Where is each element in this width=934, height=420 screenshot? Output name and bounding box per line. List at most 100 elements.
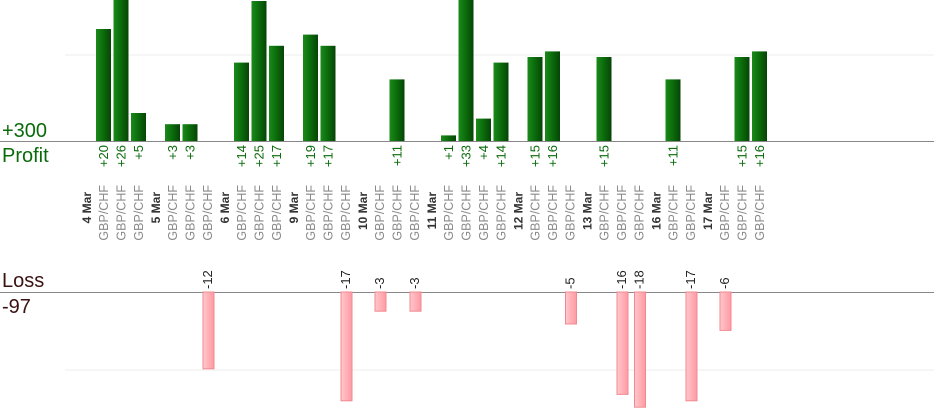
- profit-bar: [752, 51, 767, 141]
- date-label: 13 Mar: [581, 192, 595, 230]
- date-label: 9 Mar: [287, 192, 301, 224]
- profit-value-label: +11: [666, 145, 681, 166]
- profit-bar: [665, 79, 681, 141]
- date-label: 16 Mar: [650, 192, 664, 230]
- profit-value-label: +3: [183, 145, 198, 160]
- profit-bar: [458, 0, 474, 141]
- date-label: 6 Mar: [218, 192, 232, 224]
- profit-bar: [234, 62, 249, 141]
- pair-label: GBP/CHF: [201, 185, 215, 241]
- profit-value-label: +11: [390, 145, 405, 166]
- pair-label: GBP/CHF: [339, 185, 353, 241]
- pair-label: GBP/CHF: [633, 185, 647, 241]
- pair-label: GBP/CHF: [460, 185, 474, 241]
- profit-value-label: +1: [441, 145, 456, 160]
- profit-bar: [389, 79, 405, 141]
- loss-bar: [634, 291, 646, 408]
- pair-label: GBP/CHF: [184, 185, 198, 241]
- pair-label: GBP/CHF: [442, 185, 456, 241]
- profit-value-label: +17: [321, 145, 336, 167]
- profit-value-label: +26: [114, 145, 129, 167]
- pair-label: GBP/CHF: [408, 185, 422, 241]
- pair-label: GBP/CHF: [235, 185, 249, 241]
- profit-value-label: +19: [303, 145, 318, 167]
- profit-value-label: +5: [131, 145, 146, 160]
- profit-bar: [269, 45, 284, 141]
- loss-bar: [685, 291, 698, 402]
- loss-bar: [374, 291, 387, 312]
- loss-value-label: -3: [372, 277, 387, 289]
- pair-label: GBP/CHF: [253, 185, 267, 241]
- loss-bar: [202, 291, 215, 370]
- profit-bar: [441, 135, 456, 141]
- profit-bar: [182, 124, 198, 141]
- pair-label: GBP/CHF: [97, 185, 111, 241]
- profit-value-label: +14: [234, 145, 249, 167]
- profit-value-label: +33: [459, 145, 474, 167]
- pair-label: GBP/CHF: [684, 185, 698, 241]
- profit-total: +300: [2, 120, 48, 142]
- pair-label: GBP/CHF: [115, 185, 129, 241]
- date-label: 17 Mar: [701, 192, 715, 230]
- pair-label: GBP/CHF: [598, 185, 612, 241]
- profit-value-label: +15: [528, 145, 543, 167]
- date-label: 5 Mar: [149, 192, 163, 224]
- pair-label: GBP/CHF: [667, 185, 681, 241]
- pair-label: GBP/CHF: [166, 185, 180, 241]
- date-label: 12 Mar: [512, 192, 526, 230]
- loss-bar: [409, 291, 422, 312]
- pair-label: GBP/CHF: [477, 185, 491, 241]
- profit-value-label: +4: [476, 145, 491, 160]
- loss-value-label: -6: [717, 277, 732, 289]
- pair-label: GBP/CHF: [495, 185, 509, 241]
- pair-label: GBP/CHF: [615, 185, 629, 241]
- profit-bar: [476, 118, 491, 141]
- profit-bar: [165, 124, 180, 141]
- profit-value-label: +15: [735, 145, 750, 167]
- profit-value-label: +25: [252, 145, 267, 167]
- pair-label: GBP/CHF: [718, 185, 732, 241]
- pair-label: GBP/CHF: [564, 185, 578, 241]
- profit-bar: [251, 1, 267, 141]
- profit-bar: [734, 57, 750, 141]
- pair-label: GBP/CHF: [373, 185, 387, 241]
- profit-value-label: +16: [545, 145, 560, 167]
- pair-label: GBP/CHF: [546, 185, 560, 241]
- profit-bar: [545, 51, 560, 141]
- profit-value-label: +16: [752, 145, 767, 167]
- pair-label: GBP/CHF: [304, 185, 318, 241]
- loss-bar: [340, 291, 353, 402]
- loss-bar: [616, 291, 629, 395]
- loss-value-label: -17: [338, 270, 353, 289]
- date-label: 4 Mar: [80, 192, 94, 224]
- profit-bar: [527, 57, 543, 141]
- loss-total: -97: [2, 296, 31, 318]
- profit-bar: [303, 34, 318, 141]
- loss-label: Loss: [2, 270, 45, 292]
- pair-label: GBP/CHF: [736, 185, 750, 241]
- profit-bar: [320, 45, 336, 141]
- loss-bar: [565, 291, 577, 325]
- date-label: 10 Mar: [356, 192, 370, 230]
- date-label: 11 Mar: [425, 192, 439, 230]
- profit-value-label: +20: [96, 145, 111, 167]
- loss-value-label: -17: [683, 270, 698, 289]
- loss-value-label: -18: [632, 270, 647, 289]
- profit-value-label: +17: [269, 145, 284, 167]
- profit-bar: [131, 113, 146, 141]
- pair-label: GBP/CHF: [322, 185, 336, 241]
- loss-value-label: -3: [407, 277, 422, 289]
- profit-value-label: +14: [494, 145, 509, 167]
- pair-label: GBP/CHF: [132, 185, 146, 241]
- profit-value-label: +15: [597, 145, 612, 167]
- pair-label: GBP/CHF: [391, 185, 405, 241]
- profit-bar: [96, 29, 111, 141]
- profit-label: Profit: [2, 145, 49, 167]
- loss-value-label: -12: [200, 270, 215, 289]
- profit-bar: [113, 0, 129, 141]
- pair-label: GBP/CHF: [529, 185, 543, 241]
- profit-value-label: +3: [165, 145, 180, 160]
- loss-bar: [719, 291, 732, 331]
